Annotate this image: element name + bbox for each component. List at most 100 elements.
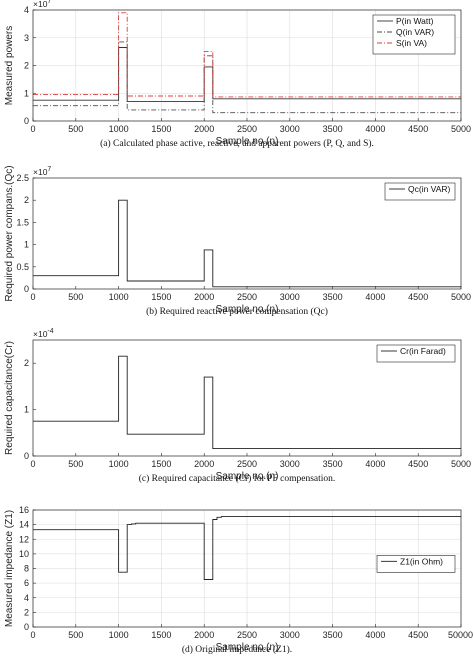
y-tick-label: 2 bbox=[24, 607, 29, 617]
x-tick-label: 2000 bbox=[194, 292, 214, 302]
y-tick-label: 16 bbox=[19, 505, 29, 515]
x-axis-label: Sample no.(n) bbox=[216, 642, 279, 653]
panel-caption: (b) Required reactive power compensation… bbox=[146, 306, 328, 317]
x-tick-label: 1000 bbox=[109, 459, 129, 469]
y-tick-label: 1.5 bbox=[16, 217, 29, 227]
axis-exponent: ×10-4 bbox=[33, 328, 54, 339]
x-tick-label: 4500 bbox=[408, 630, 428, 640]
legend-box bbox=[372, 14, 456, 55]
legend-label-0: P(in Watt) bbox=[396, 16, 434, 26]
series-line-2 bbox=[33, 12, 461, 98]
x-tick-label: 2500 bbox=[237, 459, 257, 469]
x-tick-label: 4500 bbox=[408, 292, 428, 302]
y-tick-label: 2 bbox=[24, 61, 29, 71]
x-tick-label: 2500 bbox=[237, 292, 257, 302]
y-tick-label: 12 bbox=[19, 534, 29, 544]
x-tick-label: 1000 bbox=[109, 292, 129, 302]
x-tick-label: 2000 bbox=[194, 630, 214, 640]
x-tick-label: 4000 bbox=[365, 459, 385, 469]
x-tick-label: 3500 bbox=[323, 124, 343, 134]
x-tick-label: 0 bbox=[30, 292, 35, 302]
x-axis-label: Sample no.(n) bbox=[216, 304, 279, 315]
chart-panel-3: 0 500 1000 1500 2000 2500 3000 3500 4000 4500 5000… bbox=[4, 505, 473, 655]
x-tick-label: 2000 bbox=[194, 124, 214, 134]
y-axis-label: Measured impedance (Z1) bbox=[4, 510, 15, 627]
x-tick-label: 4000 bbox=[365, 630, 385, 640]
chart-panel-0: 0 500 1000 1500 2000 2500 3000 3500 4000 4500 5000… bbox=[4, 0, 471, 149]
x-tick-label: 4500 bbox=[408, 459, 428, 469]
legend-box bbox=[376, 344, 456, 363]
x-tick-label: 1500 bbox=[151, 292, 171, 302]
y-tick-label: 4 bbox=[24, 593, 29, 603]
x-tick-label: 500 bbox=[68, 459, 83, 469]
x-tick-label: 3500 bbox=[323, 292, 343, 302]
legend: Qc(in VAR) bbox=[384, 182, 456, 201]
x-tick-label: 4000 bbox=[365, 124, 385, 134]
x-tick-label: 0 bbox=[30, 459, 35, 469]
x-tick-label: 5000 bbox=[451, 459, 471, 469]
x-tick-label: 3500 bbox=[323, 630, 343, 640]
x-tick-label: 2500 bbox=[237, 124, 257, 134]
y-tick-label: 0 bbox=[24, 284, 29, 294]
y-tick-label: 0.5 bbox=[16, 262, 29, 272]
legend: Cr(in Farad) bbox=[376, 344, 456, 363]
x-tick-label: 1500 bbox=[151, 630, 171, 640]
y-axis-label: Measured powers bbox=[4, 26, 15, 105]
x-tick-label: 5000 bbox=[451, 292, 471, 302]
legend-label-1: Q(in VAR) bbox=[396, 27, 434, 37]
y-tick-label: 1 bbox=[24, 88, 29, 98]
series-line-0 bbox=[33, 355, 461, 450]
y-tick-label: 2.5 bbox=[16, 173, 29, 183]
y-tick-label: 14 bbox=[19, 520, 29, 530]
legend-label-0: Cr(in Farad) bbox=[400, 346, 446, 356]
panel-caption: (a) Calculated phase active, reactive, a… bbox=[100, 138, 374, 149]
x-tick-label: 3000 bbox=[280, 459, 300, 469]
legend-label-0: Z1(in Ohm) bbox=[400, 556, 443, 566]
legend-label-2: S(in VA) bbox=[396, 38, 427, 48]
x-tick-label: 3000 bbox=[280, 124, 300, 134]
panel-caption: (c) Required capacitance (Cr) for PF com… bbox=[139, 473, 336, 484]
legend-label-0: Qc(in VAR) bbox=[408, 184, 451, 194]
legend: P(in Watt)Q(in VAR)S(in VA) bbox=[372, 14, 456, 55]
x-tick-label: 500 bbox=[68, 124, 83, 134]
x-tick-label: 4500 bbox=[408, 124, 428, 134]
x-tick-label: 1000 bbox=[109, 630, 129, 640]
series-line-0 bbox=[33, 516, 461, 580]
x-axis-label: Sample no.(n) bbox=[216, 136, 279, 147]
y-tick-label: 6 bbox=[24, 578, 29, 588]
legend-box bbox=[384, 182, 456, 201]
axis-exponent: ×107 bbox=[33, 166, 51, 177]
x-tick-label: 5000 bbox=[451, 124, 471, 134]
y-tick-label: 3 bbox=[24, 33, 29, 43]
x-tick-label: 2000 bbox=[194, 459, 214, 469]
x-tick-label: 50000 bbox=[448, 630, 473, 640]
y-tick-label: 0 bbox=[24, 451, 29, 461]
x-tick-label: 1500 bbox=[151, 124, 171, 134]
chart-panel-2: 0 500 1000 1500 2000 2500 3000 3500 4000 4500 5000… bbox=[4, 328, 471, 484]
y-tick-label: 1 bbox=[24, 405, 29, 415]
y-tick-label: 0 bbox=[24, 116, 29, 126]
x-tick-label: 1500 bbox=[151, 459, 171, 469]
legend-box bbox=[376, 555, 456, 573]
legend: Z1(in Ohm) bbox=[376, 555, 456, 573]
x-axis-label: Sample no.(n) bbox=[216, 471, 279, 482]
y-tick-label: 2 bbox=[24, 358, 29, 368]
y-axis-label: Required capacitance(Cr) bbox=[4, 341, 15, 455]
y-tick-label: 4 bbox=[24, 5, 29, 15]
y-tick-label: 8 bbox=[24, 564, 29, 574]
panel-caption: (d) Original impedance (Z1). bbox=[182, 644, 292, 655]
y-tick-label: 2 bbox=[24, 195, 29, 205]
y-tick-label: 0 bbox=[24, 622, 29, 632]
y-tick-label: 1 bbox=[24, 240, 29, 250]
x-tick-label: 500 bbox=[68, 630, 83, 640]
x-tick-label: 2500 bbox=[237, 630, 257, 640]
y-tick-label: 10 bbox=[19, 549, 29, 559]
x-tick-label: 0 bbox=[30, 630, 35, 640]
x-tick-label: 3000 bbox=[280, 292, 300, 302]
x-tick-label: 1000 bbox=[109, 124, 129, 134]
axis-exponent: ×107 bbox=[33, 0, 51, 9]
x-tick-label: 4000 bbox=[365, 292, 385, 302]
series-line-0 bbox=[33, 199, 461, 288]
x-tick-label: 3000 bbox=[280, 630, 300, 640]
